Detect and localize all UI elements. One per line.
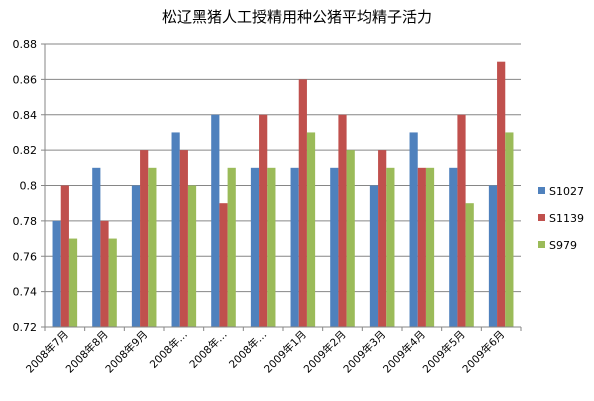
x-tick-label: 2009年6月 [460, 328, 508, 376]
y-tick-label: 0.8 [20, 180, 38, 193]
bar [409, 132, 418, 327]
legend-label: S1027 [549, 185, 584, 198]
bar [267, 167, 276, 327]
bar [386, 167, 395, 327]
bar [100, 220, 109, 327]
y-tick-label: 0.86 [13, 73, 38, 86]
bar [338, 114, 347, 327]
bar [346, 150, 355, 327]
bar [290, 167, 299, 327]
bar [52, 220, 61, 327]
x-tick-label: 2008年9月 [103, 328, 151, 376]
bar [259, 114, 268, 327]
bar [457, 114, 466, 327]
x-axis-ticks: 2008年7月2008年8月2008年9月2008年…2008年…2008年…2… [23, 327, 522, 376]
bar [488, 185, 498, 327]
x-tick-label: 2008年… [226, 328, 269, 371]
bar [330, 167, 339, 327]
bar [140, 150, 149, 327]
bar [497, 61, 506, 327]
bar [187, 185, 197, 327]
bar [148, 167, 157, 327]
bar [465, 203, 474, 327]
bar [449, 167, 458, 327]
bar [505, 132, 514, 327]
y-tick-label: 0.76 [13, 250, 38, 263]
bar [211, 114, 220, 327]
x-tick-label: 2008年… [147, 328, 190, 371]
legend-label: S979 [549, 239, 577, 252]
y-tick-label: 0.82 [13, 144, 38, 157]
legend-swatch [538, 187, 545, 194]
legend-label: S1139 [549, 212, 584, 225]
bar [171, 132, 180, 327]
bar [60, 185, 69, 327]
legend-swatch [538, 241, 545, 248]
legend-swatch [538, 214, 545, 221]
bar [306, 132, 316, 327]
y-tick-label: 0.74 [13, 286, 38, 299]
bar [369, 185, 379, 327]
bar [250, 167, 260, 327]
bar [68, 238, 78, 327]
bar [179, 150, 188, 327]
y-tick-label: 0.88 [13, 38, 38, 51]
bar [298, 79, 307, 327]
bar [227, 167, 236, 327]
bar [131, 185, 141, 327]
bar [378, 150, 387, 327]
y-tick-label: 0.72 [13, 321, 38, 334]
bar [417, 167, 426, 327]
y-axis-ticks: 0.72 0.74 0.76 0.78 0.8 0.82 0.84 0.86 0.88 [13, 38, 45, 334]
bar [219, 203, 228, 327]
chart-title: 松辽黑猪人工授精用种公猪平均精子活力 [161, 8, 432, 26]
bars [52, 61, 514, 327]
y-tick-label: 0.84 [13, 109, 38, 122]
y-tick-label: 0.78 [13, 215, 38, 228]
bar [92, 167, 101, 327]
bar [425, 167, 435, 327]
x-tick-label: 2008年… [187, 328, 230, 371]
legend: S1027 S1139 S979 [538, 185, 584, 252]
bar [108, 238, 117, 327]
